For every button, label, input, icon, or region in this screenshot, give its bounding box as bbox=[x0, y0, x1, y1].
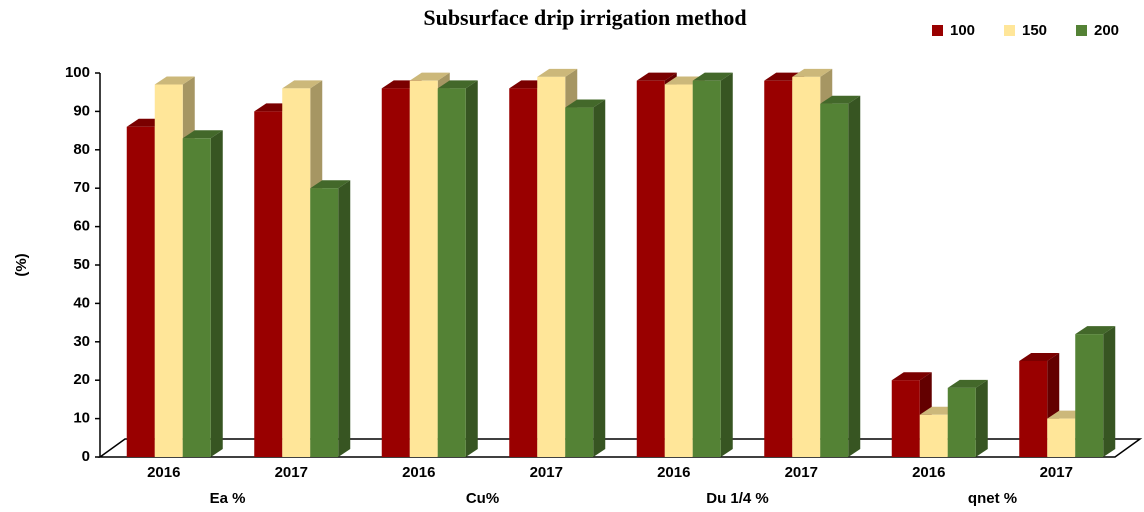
legend-label: 150 bbox=[1022, 22, 1047, 39]
bar-top bbox=[1075, 326, 1116, 335]
bar-side bbox=[848, 95, 861, 457]
bar-side bbox=[210, 130, 223, 457]
bar-top bbox=[792, 68, 833, 77]
x-tick-label: 2017 bbox=[275, 464, 308, 481]
bar-front bbox=[820, 103, 849, 457]
y-tick-label: 60 bbox=[73, 218, 90, 235]
bar-front bbox=[792, 76, 821, 457]
x-tick-label: 2016 bbox=[657, 464, 690, 481]
bar-front bbox=[509, 88, 538, 458]
group-label: Ea % bbox=[210, 490, 246, 507]
bar-top bbox=[1019, 353, 1060, 361]
bar-front bbox=[537, 76, 566, 457]
bar-front bbox=[1019, 361, 1048, 457]
bar-front bbox=[692, 80, 721, 458]
bar-side bbox=[975, 379, 988, 457]
bar-front bbox=[437, 88, 466, 458]
bar-side bbox=[1103, 326, 1116, 457]
x-tick-label: 2017 bbox=[785, 464, 818, 481]
y-tick-label: 40 bbox=[73, 294, 90, 311]
legend-label: 100 bbox=[950, 22, 975, 39]
chart-title: Subsurface drip irrigation method bbox=[423, 5, 746, 30]
bar-front bbox=[254, 111, 283, 458]
bar-top bbox=[310, 180, 351, 189]
bar-front bbox=[1075, 334, 1104, 457]
bar-top bbox=[947, 379, 988, 388]
group-label: qnet % bbox=[968, 490, 1017, 507]
bar bbox=[692, 72, 733, 458]
y-tick-label: 20 bbox=[73, 371, 90, 388]
group-label: Du 1/4 % bbox=[706, 490, 769, 507]
bar bbox=[182, 130, 223, 457]
y-tick-label: 100 bbox=[65, 64, 90, 81]
bar-top bbox=[636, 72, 677, 81]
x-tick-label: 2016 bbox=[147, 464, 180, 481]
bar bbox=[947, 379, 988, 457]
bar-top bbox=[182, 130, 223, 139]
bar-top bbox=[692, 72, 733, 81]
bar-front bbox=[126, 126, 155, 457]
bar-top bbox=[437, 80, 478, 89]
bar-top bbox=[537, 68, 578, 77]
y-tick-label: 80 bbox=[73, 141, 90, 158]
y-tick-label: 50 bbox=[73, 256, 90, 273]
bar bbox=[565, 99, 606, 457]
bar bbox=[437, 80, 478, 458]
bar-top bbox=[565, 99, 606, 108]
x-tick-label: 2017 bbox=[530, 464, 563, 481]
y-tick-label: 70 bbox=[73, 179, 90, 196]
bar-front bbox=[282, 88, 311, 458]
bar-front bbox=[409, 80, 438, 458]
bar-side bbox=[338, 180, 351, 457]
x-tick-label: 2016 bbox=[402, 464, 435, 481]
bar bbox=[820, 95, 861, 457]
bar-front bbox=[565, 107, 594, 457]
y-tick-label: 10 bbox=[73, 410, 90, 427]
bar-front bbox=[154, 84, 183, 458]
bar bbox=[1075, 326, 1116, 457]
y-tick-label: 30 bbox=[73, 333, 90, 350]
bar-front bbox=[947, 387, 976, 457]
group-label: Cu% bbox=[466, 490, 499, 507]
bar-top bbox=[891, 372, 932, 381]
bar-front bbox=[919, 414, 948, 457]
bar bbox=[1019, 353, 1060, 457]
bar-front bbox=[310, 188, 339, 457]
y-tick-label: 90 bbox=[73, 102, 90, 119]
bar-front bbox=[1047, 418, 1076, 457]
bar-side bbox=[593, 99, 606, 457]
legend-swatch bbox=[1004, 25, 1015, 36]
bar bbox=[310, 180, 351, 457]
bar-front bbox=[381, 88, 410, 458]
x-tick-label: 2017 bbox=[1040, 464, 1073, 481]
bar-top bbox=[282, 80, 323, 89]
bar-front bbox=[182, 138, 211, 457]
y-tick-label: 0 bbox=[82, 448, 90, 465]
legend-swatch bbox=[1076, 25, 1087, 36]
bar-top bbox=[154, 76, 195, 85]
bar-front bbox=[764, 80, 793, 458]
x-tick-label: 2016 bbox=[912, 464, 945, 481]
legend-label: 200 bbox=[1094, 22, 1119, 39]
bar-front bbox=[636, 80, 665, 458]
legend-swatch bbox=[932, 25, 943, 36]
bar-top bbox=[409, 72, 450, 81]
bar-top bbox=[820, 95, 861, 104]
bar-side bbox=[720, 72, 733, 458]
bar-side bbox=[465, 80, 478, 458]
bar-front bbox=[891, 380, 920, 457]
bar-front bbox=[664, 84, 693, 458]
y-axis-label: (%) bbox=[13, 253, 30, 276]
